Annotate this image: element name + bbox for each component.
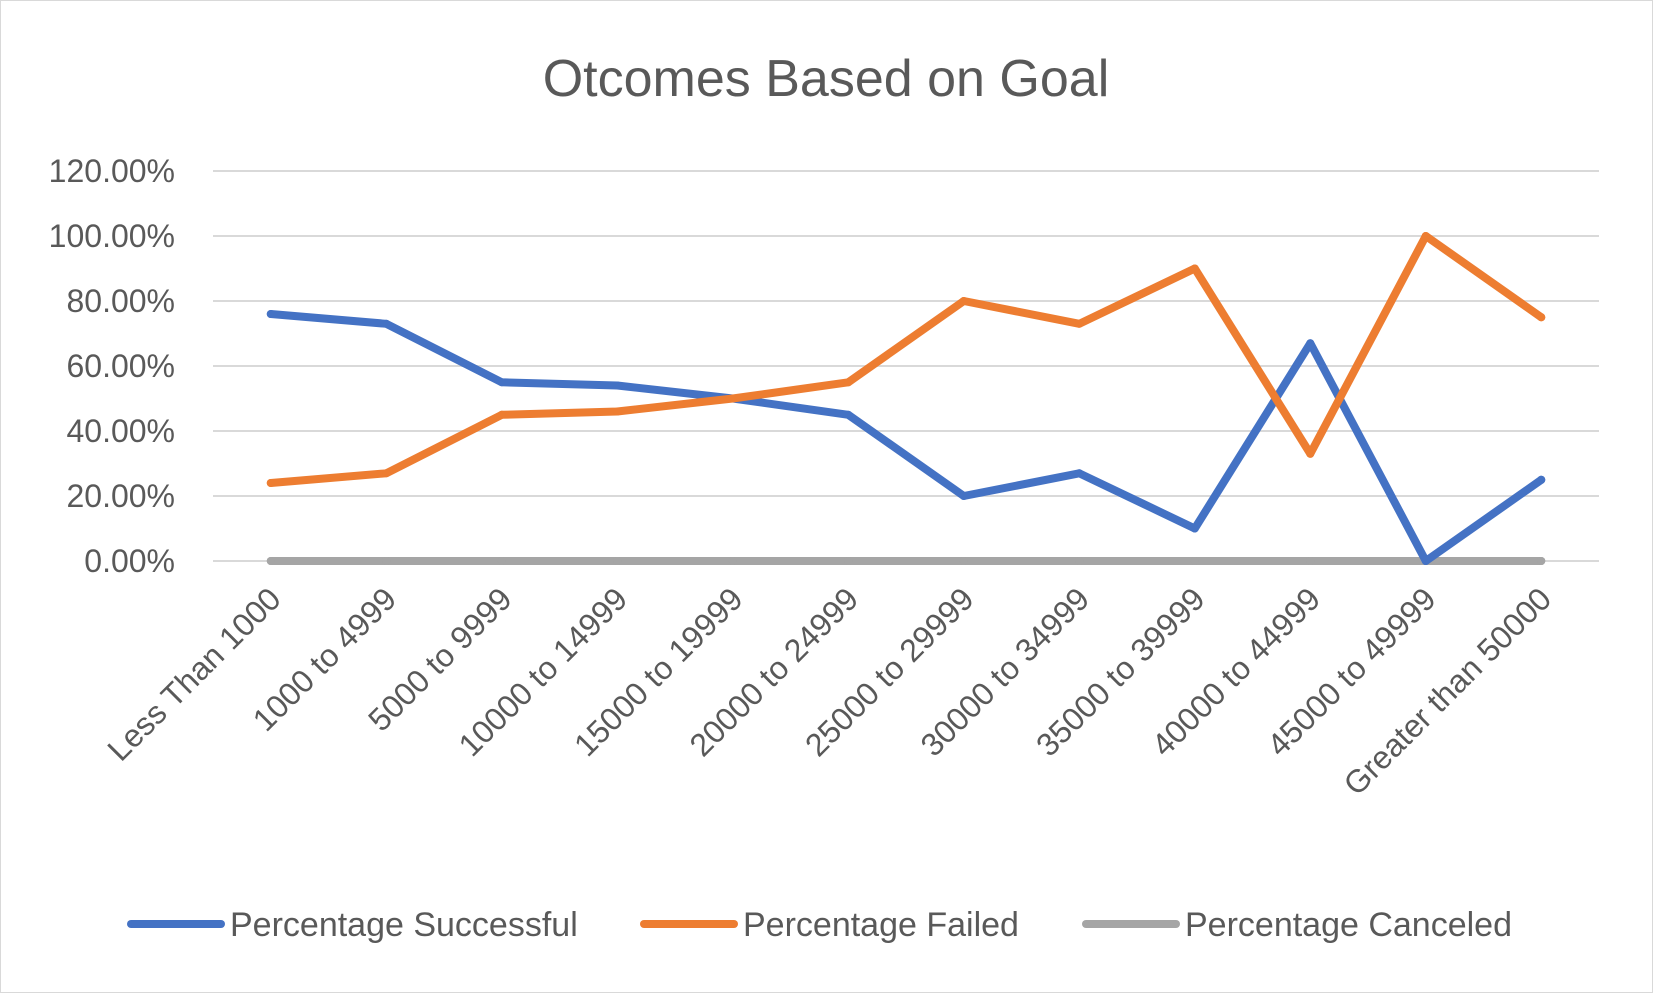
data-point (1190, 264, 1199, 273)
data-point (1421, 557, 1430, 565)
legend-label: Percentage Canceled (1185, 906, 1512, 944)
data-point (1075, 469, 1084, 478)
data-point (959, 492, 968, 500)
data-point (266, 310, 275, 318)
x-tick-label: Greater than 50000 (1336, 580, 1558, 802)
data-point (1075, 319, 1084, 328)
data-point (1190, 557, 1199, 565)
data-point (1537, 313, 1546, 322)
gridlines (213, 170, 1599, 562)
y-tick-label: 120.00% (49, 153, 175, 189)
data-point (497, 557, 506, 565)
data-point (1421, 232, 1430, 240)
y-tick-label: 60.00% (66, 348, 175, 384)
data-point (266, 557, 275, 565)
data-point (1306, 449, 1315, 458)
data-point (1537, 557, 1546, 565)
data-point (844, 557, 853, 565)
x-tick-label: Less Than 1000 (100, 580, 287, 767)
data-point (382, 557, 391, 565)
data-point (266, 479, 275, 487)
data-point (382, 469, 391, 478)
y-tick-label: 40.00% (66, 413, 175, 449)
data-point (959, 297, 968, 305)
data-point (844, 378, 853, 387)
data-point (1306, 339, 1315, 348)
series-line-percentage-successful (266, 310, 1546, 565)
y-tick-label: 20.00% (66, 478, 175, 514)
chart-title: Otcomes Based on Goal (543, 50, 1110, 108)
data-point (497, 378, 506, 387)
data-point (613, 381, 622, 390)
data-point (613, 407, 622, 416)
data-point (1190, 524, 1199, 533)
y-tick-label: 0.00% (84, 543, 175, 579)
data-point (1537, 475, 1546, 484)
data-point (1306, 557, 1315, 565)
data-point (728, 394, 737, 403)
legend: Percentage Successful Percentage Failed Pe… (127, 906, 1512, 944)
legend-label: Percentage Failed (743, 906, 1019, 944)
series-lines (266, 232, 1546, 565)
y-axis-ticks: 0.00% 20.00% 40.00% 60.00% 80.00% 100.00% 120.… (49, 153, 175, 579)
data-point (613, 557, 622, 565)
data-point (844, 410, 853, 419)
data-point (959, 557, 968, 565)
legend-label: Percentage Successful (230, 906, 578, 944)
data-point (497, 410, 506, 419)
y-tick-label: 100.00% (49, 218, 175, 254)
data-point (1075, 557, 1084, 565)
data-point (382, 319, 391, 328)
data-point (728, 557, 737, 565)
series-line-percentage-failed (266, 232, 1546, 487)
y-tick-label: 80.00% (66, 283, 175, 319)
